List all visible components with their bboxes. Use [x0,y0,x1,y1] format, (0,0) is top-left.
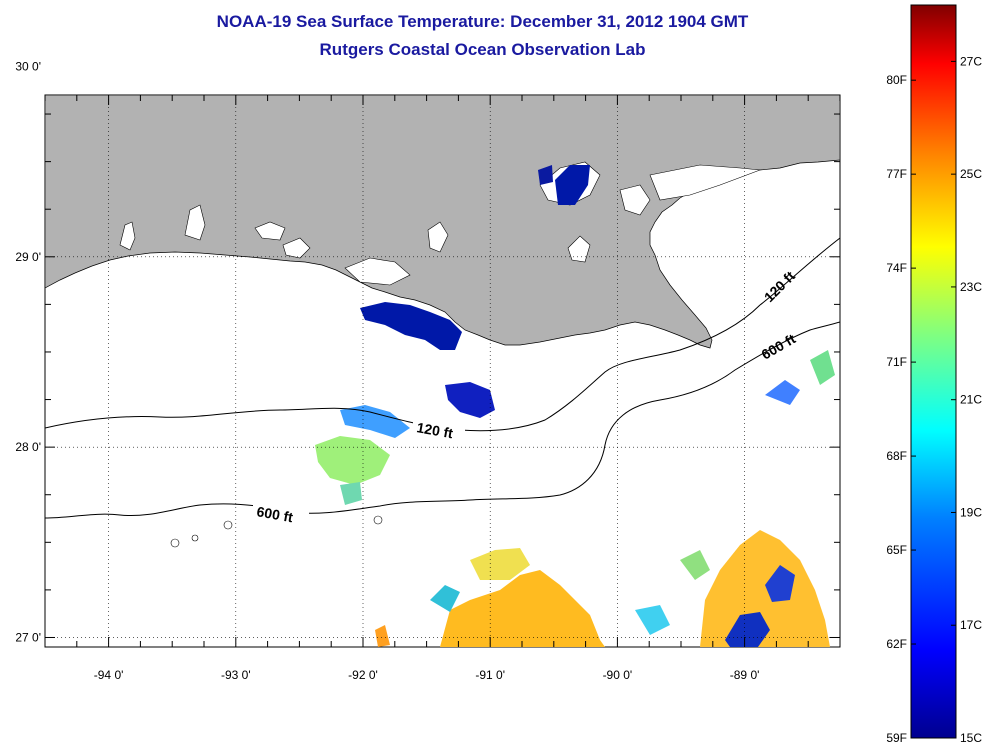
sst-patch-cyan [635,605,670,635]
lake [254,221,286,241]
map-title: NOAA-19 Sea Surface Temperature: Decembe… [216,12,749,31]
grid-lines [45,95,840,647]
lake [184,204,206,241]
sst-cold-patch [360,302,462,350]
lon-tick-label: -92 0' [348,668,378,682]
lake [344,257,411,286]
colorbar-f-label: 77F [886,167,907,181]
lake [427,221,449,253]
sst-cold-patch [538,165,553,185]
colorbar-f-label: 62F [886,637,907,651]
bathymetry-ring [170,538,180,548]
sst-patch-orange [440,570,605,647]
sst-patch-green [315,436,390,485]
axis-labels: -94 0' -93 0' -92 0' -91 0' -90 0' -89 0' 30 0… [15,59,759,682]
colorbar-c-label: 21C [960,393,982,407]
colorbar-c-label: 27C [960,54,982,68]
colorbar-c-label: 17C [960,618,982,632]
contour-600ft [45,321,840,519]
sst-patch-yellow [470,548,530,580]
lake [649,164,761,201]
sst-patch-blue [765,565,795,602]
sst-patch-blue [765,380,800,405]
sst-patch-green [680,550,710,580]
contour-label-600ft: 600 ft [255,503,294,525]
bathymetry-ring [191,534,199,542]
lon-tick-label: -91 0' [475,668,505,682]
sst-patch-blue [725,612,770,647]
contour-label-120ft: 120 ft [415,419,454,441]
lake [619,184,651,216]
colorbar-f-label: 68F [886,449,907,463]
lat-tick-label: 29 0' [15,250,41,264]
axis-ticks [44,95,841,647]
lon-tick-label: -90 0' [603,668,633,682]
sst-patch-cyan [430,585,460,612]
lat-tick-label: 30 0' [15,59,41,73]
sst-cold-patch [555,165,590,205]
lat-tick-label: 28 0' [15,440,41,454]
lon-tick-label: -89 0' [730,668,760,682]
lake [567,235,591,263]
colorbar-c-label: 25C [960,167,982,181]
sst-cold-patch [445,382,495,418]
colorbar [910,4,957,739]
bathymetry-ring [223,520,233,530]
colorbar-c-label: 15C [960,731,982,745]
sst-patch-green [810,350,835,385]
colorbar-f-label: 80F [886,73,907,87]
colorbar-f-label: 74F [886,261,907,275]
lake [119,221,136,251]
colorbar-labels: 59F 62F 65F 68F 71F 74F 77F 80F 15C 17C 19C 21C 23C 2… [886,54,982,745]
lake [282,237,311,259]
colorbar-f-label: 71F [886,355,907,369]
contour-120ft [45,237,840,432]
colorbar-c-label: 19C [960,505,982,519]
lon-tick-label: -94 0' [94,668,124,682]
sst-patch-cyan [340,405,410,438]
bathymetry-ring [373,515,383,525]
sst-patch-orange [700,530,830,647]
colorbar-f-label: 65F [886,543,907,557]
lon-tick-label: -93 0' [221,668,251,682]
sst-patch-green [340,482,362,505]
colorbar-f-label: 59F [886,731,907,745]
lat-tick-label: 27 0' [15,630,41,644]
sst-patch-orange [375,625,390,647]
colorbar-c-label: 23C [960,280,982,294]
map-subtitle: Rutgers Coastal Ocean Observation Lab [319,40,646,59]
